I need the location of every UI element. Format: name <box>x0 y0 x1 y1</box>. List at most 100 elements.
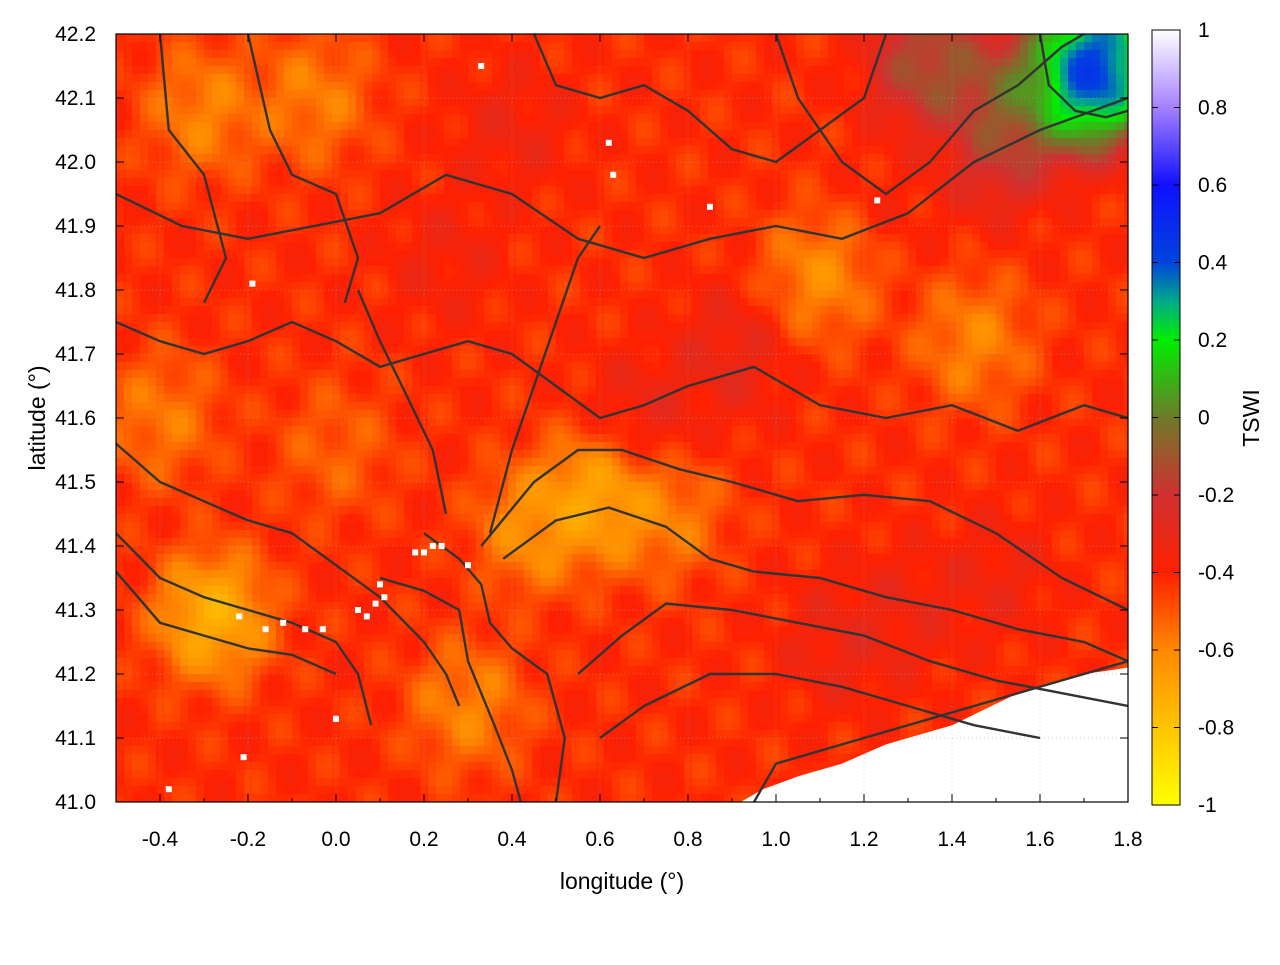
heatmap-cell <box>908 242 917 251</box>
heatmap-cell <box>180 346 189 355</box>
heatmap-cell <box>308 74 317 83</box>
heatmap-cell <box>964 90 973 99</box>
heatmap-cell <box>1004 58 1013 67</box>
heatmap-cell <box>620 306 629 315</box>
heatmap-cell <box>644 290 653 299</box>
heatmap-cell <box>924 162 933 171</box>
heatmap-cell <box>236 226 245 235</box>
heatmap-cell <box>908 282 917 291</box>
heatmap-cell <box>396 186 405 195</box>
heatmap-cell <box>556 234 565 243</box>
heatmap-cell <box>164 202 173 211</box>
heatmap-cell <box>1100 170 1109 179</box>
heatmap-cell <box>228 234 237 243</box>
heatmap-cell <box>580 74 589 83</box>
heatmap-cell <box>1060 90 1069 99</box>
heatmap-cell <box>956 330 965 339</box>
heatmap-cell <box>868 290 877 299</box>
heatmap-cell <box>428 42 437 51</box>
heatmap-cell <box>748 186 757 195</box>
heatmap-cell <box>236 90 245 99</box>
heatmap-cell <box>196 170 205 179</box>
heatmap-cell <box>388 330 397 339</box>
heatmap-cell <box>204 66 213 75</box>
heatmap-cell <box>884 226 893 235</box>
heatmap-cell <box>412 114 421 123</box>
heatmap-cell <box>1044 34 1053 43</box>
heatmap-cell <box>956 114 965 123</box>
heatmap-cell <box>140 202 149 211</box>
heatmap-cell <box>292 42 301 51</box>
heatmap-cell <box>484 202 493 211</box>
heatmap-cell <box>556 210 565 219</box>
heatmap-cell <box>620 114 629 123</box>
heatmap-cell <box>756 250 765 259</box>
heatmap-cell <box>908 74 917 83</box>
heatmap-cell <box>324 346 333 355</box>
heatmap-cell <box>996 178 1005 187</box>
heatmap-cell <box>212 242 221 251</box>
heatmap-cell <box>204 130 213 139</box>
heatmap-cell <box>924 122 933 131</box>
heatmap-cell <box>1108 210 1117 219</box>
heatmap-cell <box>940 194 949 203</box>
heatmap-cell <box>116 330 125 339</box>
heatmap-cell <box>132 218 141 227</box>
heatmap-cell <box>268 274 277 283</box>
heatmap-cell <box>300 314 309 323</box>
heatmap-cell <box>884 186 893 195</box>
heatmap-cell <box>364 130 373 139</box>
heatmap-cell <box>556 66 565 75</box>
heatmap-cell <box>892 290 901 299</box>
heatmap-cell <box>1052 154 1061 163</box>
heatmap-cell <box>1020 178 1029 187</box>
heatmap-cell <box>1076 322 1085 331</box>
heatmap-cell <box>732 58 741 67</box>
heatmap-cell <box>612 98 621 107</box>
heatmap-cell <box>1044 218 1053 227</box>
heatmap-cell <box>524 178 533 187</box>
heatmap-cell <box>172 106 181 115</box>
heatmap-cell <box>972 194 981 203</box>
heatmap-cell <box>388 170 397 179</box>
heatmap-cell <box>780 114 789 123</box>
heatmap-cell <box>444 82 453 91</box>
heatmap-cell <box>708 82 717 91</box>
heatmap-cell <box>620 90 629 99</box>
heatmap-cell <box>260 346 269 355</box>
heatmap-cell <box>996 202 1005 211</box>
heatmap-cell <box>388 226 397 235</box>
heatmap-cell <box>220 274 229 283</box>
heatmap-cell <box>1044 314 1053 323</box>
heatmap-cell <box>692 242 701 251</box>
heatmap-cell <box>564 146 573 155</box>
heatmap-cell <box>460 98 469 107</box>
heatmap-cell <box>492 98 501 107</box>
heatmap-cell <box>836 162 845 171</box>
heatmap-cell <box>236 250 245 259</box>
heatmap-cell <box>388 306 397 315</box>
heatmap-cell <box>964 250 973 259</box>
heatmap-cell <box>236 290 245 299</box>
heatmap-cell <box>796 330 805 339</box>
heatmap-cell <box>1116 82 1125 91</box>
heatmap-cell <box>396 82 405 91</box>
heatmap-cell <box>468 170 477 179</box>
heatmap-cell <box>692 322 701 331</box>
heatmap-cell <box>1116 274 1125 283</box>
heatmap-cell <box>1116 154 1125 163</box>
heatmap-cell <box>724 210 733 219</box>
heatmap-cell <box>452 114 461 123</box>
heatmap-cell <box>428 138 437 147</box>
heatmap-cell <box>1020 194 1029 203</box>
heatmap-cell <box>196 90 205 99</box>
heatmap-cell <box>316 250 325 259</box>
heatmap-cell <box>1052 226 1061 235</box>
heatmap-cell <box>836 298 845 307</box>
heatmap-cell <box>116 34 125 43</box>
heatmap-cell <box>476 154 485 163</box>
heatmap-cell <box>604 210 613 219</box>
heatmap-cell <box>868 146 877 155</box>
heatmap-cell <box>828 106 837 115</box>
heatmap-cell <box>412 226 421 235</box>
